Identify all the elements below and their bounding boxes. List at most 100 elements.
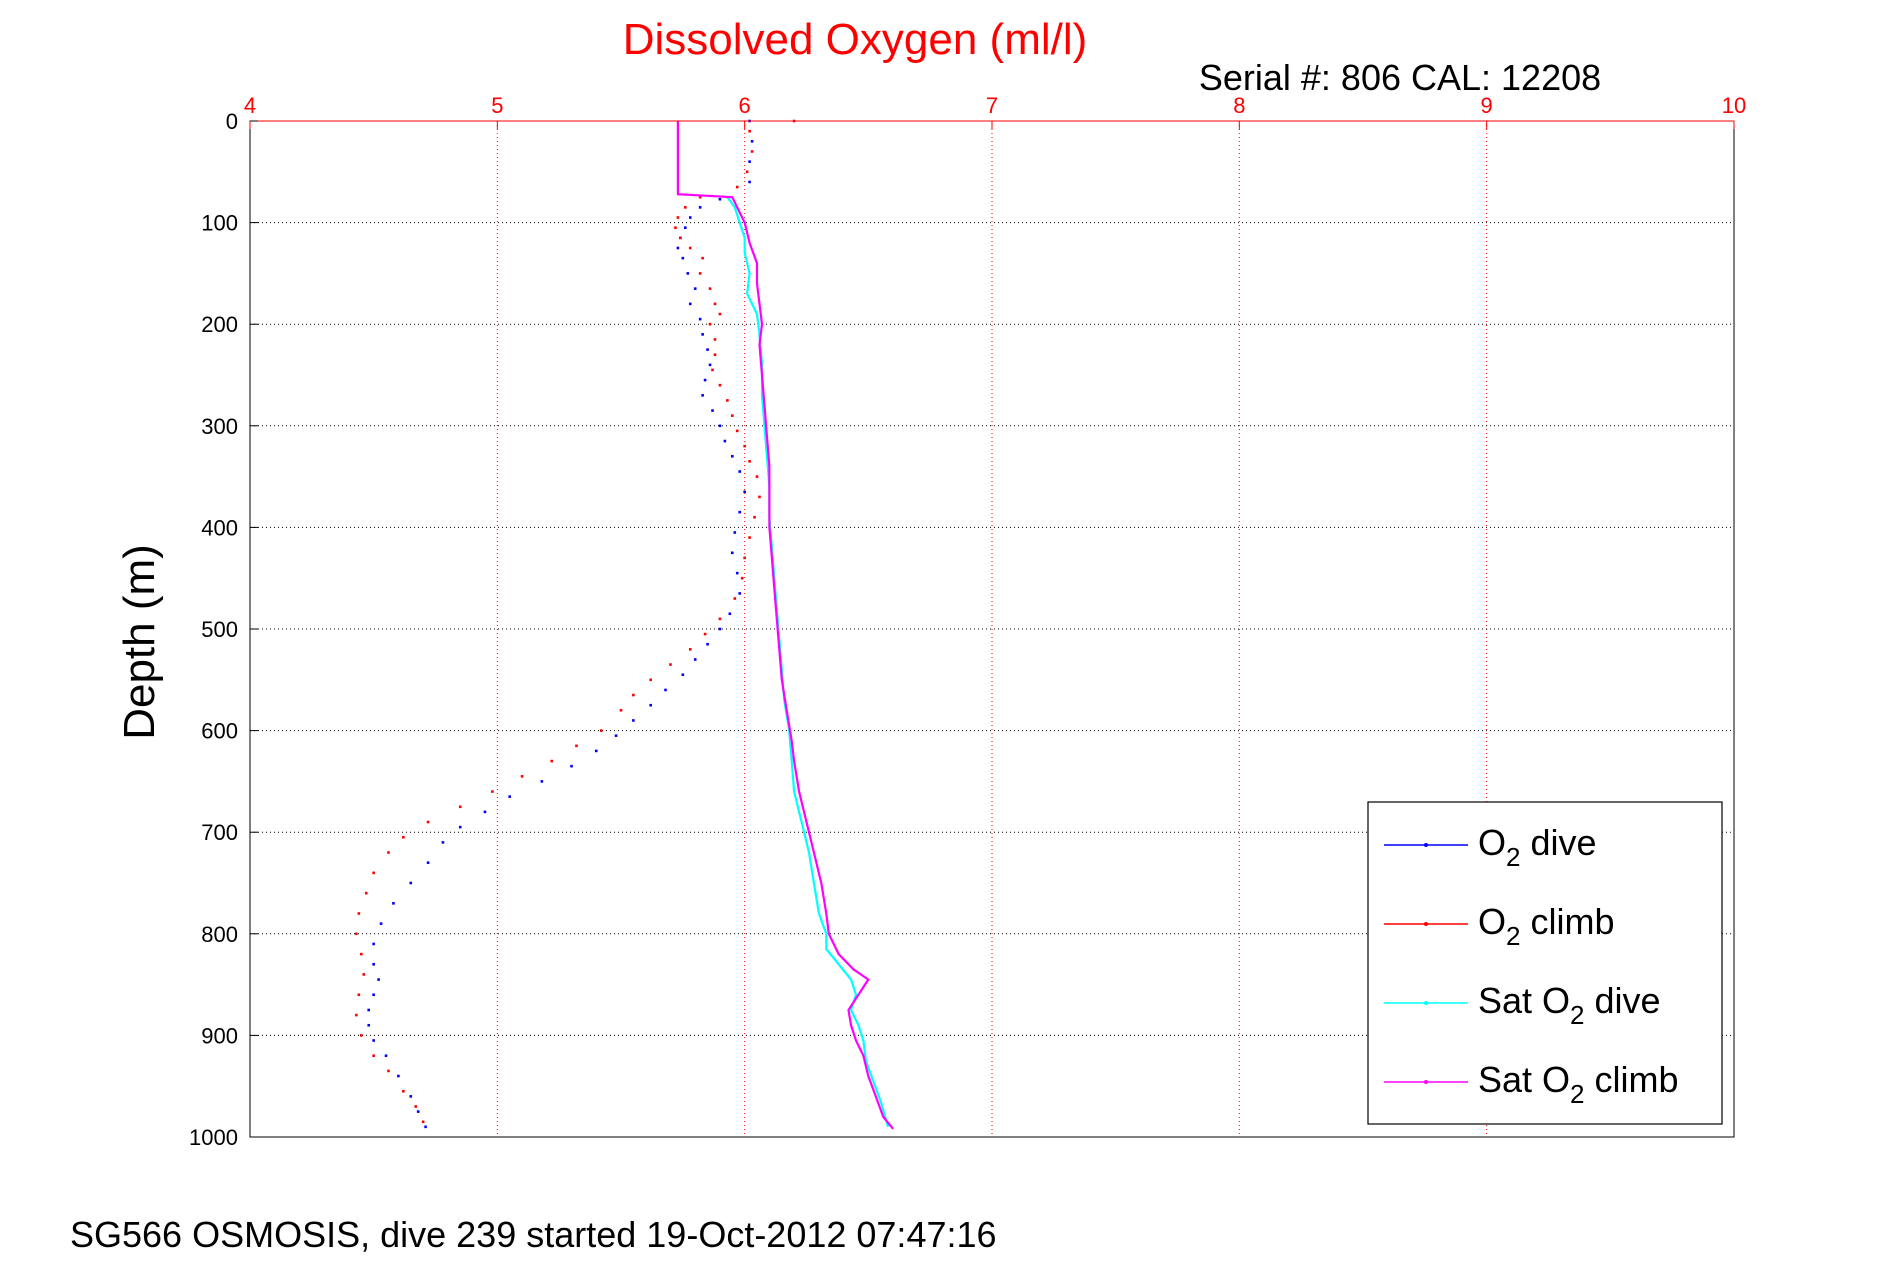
o2-dive-point <box>688 216 692 219</box>
o2-dive-point <box>731 454 734 458</box>
o2-dive-point <box>483 810 487 814</box>
o2-climb-point <box>733 597 737 600</box>
o2-dive-point <box>392 902 395 905</box>
o2-climb-point <box>387 1069 390 1073</box>
o2-climb-point <box>753 515 756 519</box>
o2-climb-point <box>748 460 751 463</box>
o2-climb-point <box>458 805 462 809</box>
o2-dive-point <box>372 942 375 946</box>
legend-label-o2-climb: O2 climb <box>1478 901 1615 951</box>
o2-dive-point <box>748 160 751 163</box>
o2-dive-point <box>594 749 598 753</box>
legend-box <box>1367 801 1723 1125</box>
o2-dive-point <box>728 612 732 616</box>
legend-label-sat-o2-dive: Sat O2 dive <box>1478 980 1661 1030</box>
o2-climb-point <box>743 444 746 448</box>
o2-climb-point <box>731 414 734 417</box>
o2-dive-point <box>738 592 742 595</box>
o2-dive-point <box>426 861 430 864</box>
o2-dive-point <box>701 333 704 336</box>
o2-climb-point <box>708 287 712 290</box>
o2-climb-point <box>740 576 744 580</box>
o2-climb-point <box>372 871 375 875</box>
o2-climb-point <box>355 932 358 936</box>
y-axis-label: Depth (m) <box>115 544 164 740</box>
x-tick-label: 6 <box>739 93 751 118</box>
o2-climb-point <box>357 993 361 997</box>
o2-climb-point <box>743 556 746 560</box>
y-tick-label: 400 <box>201 515 238 540</box>
o2-dive-point <box>701 394 704 397</box>
o2-dive-point <box>508 795 511 798</box>
o2-climb-point <box>426 820 430 824</box>
o2-climb-point <box>688 246 692 250</box>
o2-dive-point <box>731 551 734 555</box>
legend-marker-sat-o2-dive <box>1424 1001 1428 1005</box>
o2-dive-point <box>743 490 746 494</box>
x-tick-label: 4 <box>244 93 256 118</box>
o2-dive-point <box>684 226 687 229</box>
o2-climb-point <box>632 693 635 697</box>
x-tick-label: 7 <box>986 93 998 118</box>
y-tick-label: 900 <box>201 1023 238 1048</box>
o2-dive-point <box>441 841 445 844</box>
o2-climb-point <box>421 1120 425 1124</box>
y-tick-label: 600 <box>201 719 238 744</box>
o2-climb-point <box>688 648 692 651</box>
o2-climb-point <box>679 236 682 240</box>
o2-climb-point <box>698 195 702 199</box>
o2-climb-point <box>758 495 761 499</box>
o2-climb-point <box>674 226 677 229</box>
o2-climb-point <box>745 170 749 174</box>
o2-dive-point <box>693 658 697 661</box>
o2-dive-point <box>693 287 697 290</box>
o2-climb-point <box>735 429 739 433</box>
o2-dive-point <box>458 825 462 829</box>
o2-climb-point <box>599 729 603 732</box>
o2-dive-point <box>379 922 383 925</box>
legend-marker-sat-o2-climb <box>1424 1080 1428 1084</box>
o2-dive-point <box>738 470 742 473</box>
o2-dive-point <box>676 246 680 250</box>
o2-dive-point <box>711 409 714 412</box>
o2-climb-point <box>711 368 714 372</box>
o2-climb-point <box>575 744 578 748</box>
o2-climb-point <box>676 216 680 219</box>
o2-dive-point <box>540 780 544 783</box>
legend-label-o2-dive: O2 dive <box>1478 822 1597 872</box>
y-tick-label: 800 <box>201 922 238 947</box>
y-tick-label: 700 <box>201 820 238 845</box>
o2-dive-point <box>681 256 685 260</box>
o2-dive-point <box>718 197 722 201</box>
chart-subtitle: Serial #: 806 CAL: 12208 <box>1199 57 1601 98</box>
legend-marker-o2-climb <box>1424 922 1428 926</box>
data-layer <box>355 119 894 1130</box>
x-tick-label: 5 <box>491 93 503 118</box>
o2-climb-point <box>701 256 704 260</box>
o2-climb-point <box>713 302 717 306</box>
o2-dive-point <box>735 571 739 575</box>
o2-dive-point <box>416 1110 420 1113</box>
legend: O2 dive O2 climb Sat O2 dive Sat O2 climb <box>1367 801 1723 1125</box>
o2-dive-point <box>424 1125 427 1129</box>
o2-climb-point <box>718 312 722 316</box>
o2-dive-point <box>706 642 709 646</box>
o2-climb-point <box>402 835 405 839</box>
o2-dive-point <box>723 439 727 443</box>
y-tick-label: 100 <box>201 211 238 236</box>
o2-dive-point <box>698 206 702 209</box>
y-tick-label: 300 <box>201 414 238 439</box>
o2-dive-point <box>750 140 754 143</box>
o2-climb-point <box>703 632 707 636</box>
o2-dive-point <box>708 363 712 367</box>
o2-climb-point <box>755 475 759 478</box>
o2-dive-point <box>718 627 722 631</box>
legend-label-sat-o2-climb: Sat O2 climb <box>1478 1059 1679 1109</box>
o2-dive-point <box>738 510 742 514</box>
o2-climb-point <box>372 1054 375 1058</box>
o2-dive-point <box>748 180 751 184</box>
o2-dive-point <box>372 962 375 966</box>
o2-climb-point <box>750 150 754 153</box>
o2-climb-point <box>360 1034 363 1037</box>
sat-o2-climb-line <box>676 121 894 1130</box>
